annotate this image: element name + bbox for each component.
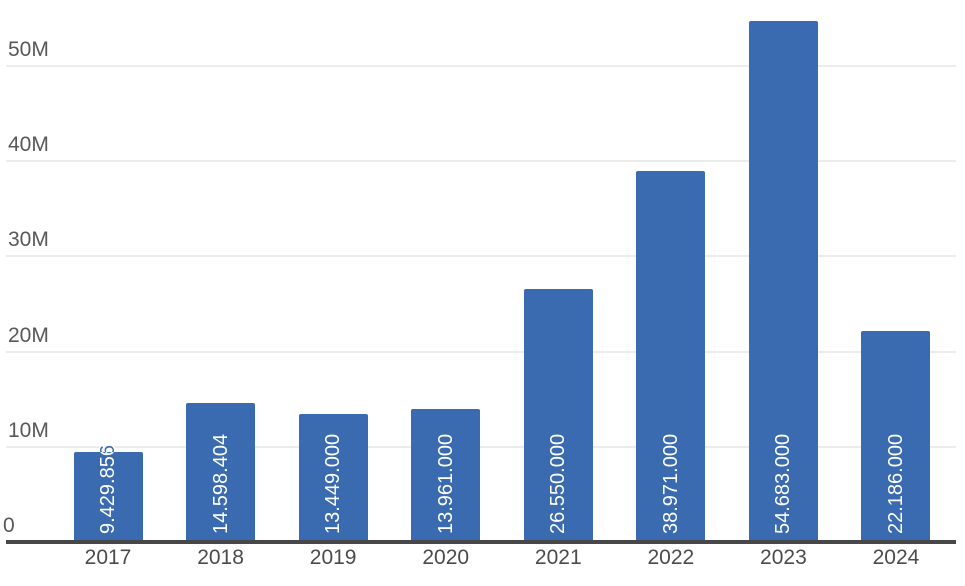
x-tick-label: 2017 <box>84 546 132 569</box>
y-tick-label: 10M <box>8 418 49 442</box>
bar-label-overflow: 26.550.000 <box>524 0 593 289</box>
bar[interactable]: 13.961.000 <box>411 409 481 540</box>
bar-value-label: 38.971.000 <box>659 433 682 534</box>
bar[interactable]: 14.598.404 <box>186 403 256 540</box>
bar-label-overflow: 22.186.000 <box>861 0 930 331</box>
gridline <box>6 350 956 353</box>
bar-value-label: 22.186.000 <box>884 433 907 534</box>
x-tick-label: 2024 <box>872 546 920 569</box>
x-tick-label: 2021 <box>534 546 582 569</box>
y-tick-label: 20M <box>8 323 49 347</box>
bar[interactable]: 13.449.000 <box>298 413 368 540</box>
gridline <box>6 160 956 163</box>
x-tick-label: 2022 <box>647 546 695 569</box>
x-tick-label: 2023 <box>760 546 807 569</box>
bar-label-overflow: 38.971.000 <box>636 0 705 171</box>
bar[interactable]: 54.683.000 <box>748 21 818 540</box>
bar[interactable]: 9.429.856 <box>73 452 143 540</box>
bar-label-overflow: 9.429.856 <box>74 0 143 452</box>
y-tick-label: 30M <box>8 228 49 252</box>
bar-value-label: 9.429.856 <box>97 452 119 534</box>
bar[interactable]: 26.550.000 <box>523 289 593 540</box>
bar-value-label: 13.449.000 <box>322 433 345 534</box>
gridline <box>6 445 956 448</box>
bar[interactable]: 38.971.000 <box>636 170 706 540</box>
y-tick-label: 50M <box>8 38 49 61</box>
bar-label-overflow: 14.598.404 <box>186 0 255 403</box>
gridline <box>6 255 956 258</box>
bar-value-label: 26.550.000 <box>547 433 570 534</box>
y-tick-label: 0 <box>3 514 15 537</box>
gridline <box>6 65 956 67</box>
x-tick-label: 2018 <box>197 546 244 569</box>
bar-value-label: 14.598.404 <box>209 433 232 534</box>
bar-label-overflow: 13.961.000 <box>411 0 480 409</box>
y-tick-label: 40M <box>8 133 49 157</box>
bar-value-label: 54.683.000 <box>772 433 795 534</box>
x-tick-label: 2019 <box>309 546 357 569</box>
x-tick-label: 2020 <box>422 546 470 569</box>
bar[interactable]: 22.186.000 <box>861 330 931 540</box>
x-axis-line <box>6 540 956 544</box>
bar-label-overflow: 54.683.000 <box>749 0 818 21</box>
bar-value-label: 13.961.000 <box>434 433 457 534</box>
